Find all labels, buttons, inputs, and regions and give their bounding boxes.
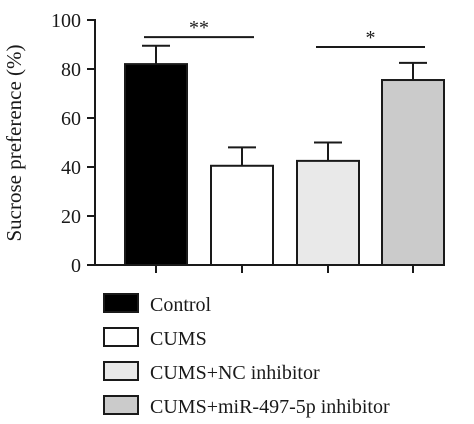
bar-2 <box>210 164 274 266</box>
legend: Control CUMS CUMS+NC inhibitor CUMS+miR-497… <box>103 293 390 418</box>
y-tick-label: 80 <box>61 59 81 81</box>
y-tick-label: 60 <box>61 108 81 130</box>
legend-label-4: CUMS+miR-497-5p inhibitor <box>150 396 390 418</box>
y-tick-label: 40 <box>61 157 81 179</box>
legend-swatch-3 <box>103 361 139 381</box>
significance-label-1: ** <box>189 17 209 39</box>
legend-label-3: CUMS+NC inhibitor <box>150 362 320 384</box>
legend-label-2: CUMS <box>150 328 207 350</box>
legend-swatch-2 <box>103 327 139 347</box>
bars <box>124 44 445 267</box>
y-tick-label: 0 <box>71 255 81 277</box>
bar-4 <box>381 79 445 267</box>
legend-swatch-1 <box>103 293 139 313</box>
bar-1 <box>124 63 188 266</box>
legend-swatch-4 <box>103 395 139 415</box>
legend-label-1: Control <box>150 294 212 316</box>
y-tick-label: 20 <box>61 206 81 228</box>
significance-markers: ** * <box>144 17 425 49</box>
y-tick-label: 100 <box>51 10 81 32</box>
y-axis-title: Sucrose preference (%) <box>2 44 26 241</box>
bar-3 <box>296 159 360 266</box>
significance-label-2: * <box>366 27 376 49</box>
